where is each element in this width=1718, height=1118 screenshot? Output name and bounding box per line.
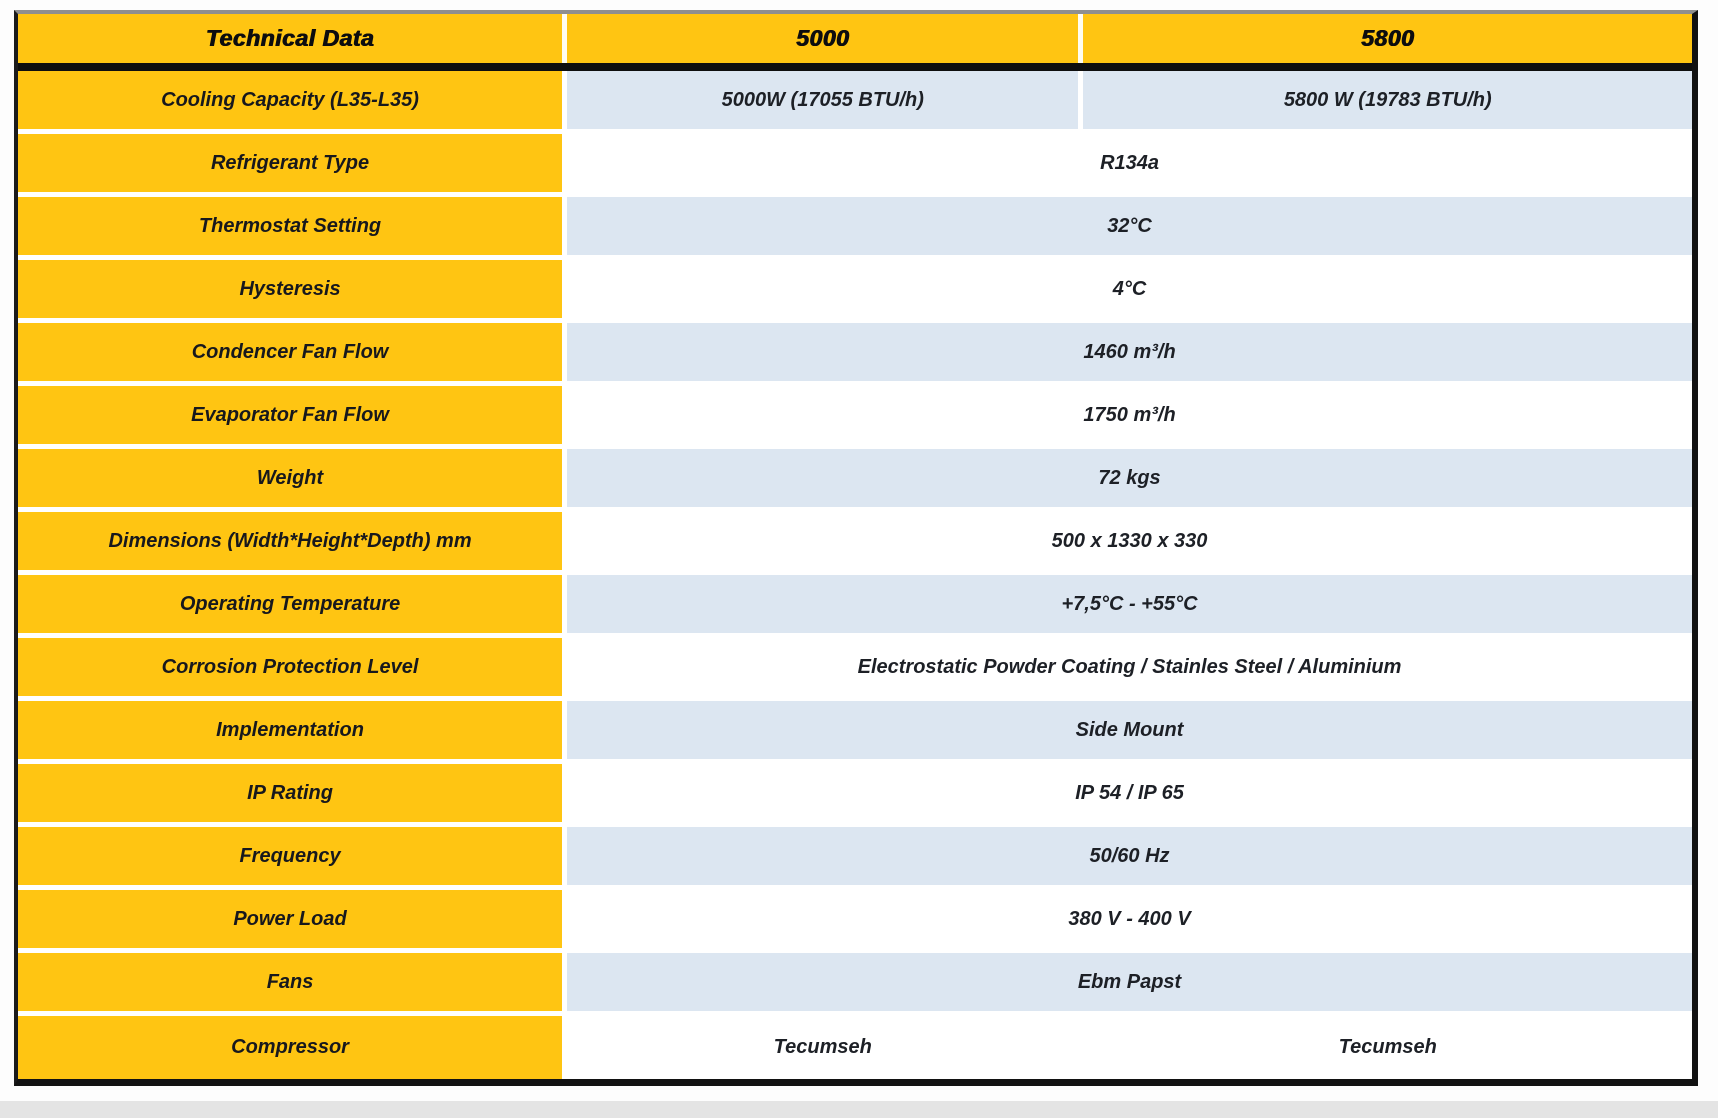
row-value: 1460 m³/h xyxy=(567,323,1692,381)
table-body: Cooling Capacity (L35-L35) 5000W (17055 B… xyxy=(18,71,1692,1079)
table-row: Fans Ebm Papst xyxy=(18,953,1692,1016)
row-label: Weight xyxy=(18,449,568,507)
row-value-5800: Tecumseh xyxy=(1083,1016,1692,1079)
table-row: Refrigerant Type R134a xyxy=(18,134,1692,197)
row-value: Ebm Papst xyxy=(567,953,1692,1011)
table-row: Condencer Fan Flow 1460 m³/h xyxy=(18,323,1692,386)
page-bottom-strip xyxy=(0,1101,1718,1118)
table-row: Evaporator Fan Flow 1750 m³/h xyxy=(18,386,1692,449)
row-label: Corrosion Protection Level xyxy=(18,638,568,696)
table-header-row: Technical Data 5000 5800 xyxy=(18,14,1692,71)
row-label: Cooling Capacity (L35-L35) xyxy=(18,71,568,129)
header-model-5800: 5800 xyxy=(1083,14,1692,63)
row-label: Condencer Fan Flow xyxy=(18,323,568,381)
row-label: Frequency xyxy=(18,827,568,885)
row-label: Operating Temperature xyxy=(18,575,568,633)
table-row: Implementation Side Mount xyxy=(18,701,1692,764)
table-row: IP Rating IP 54 / IP 65 xyxy=(18,764,1692,827)
table-row: Hysteresis 4°C xyxy=(18,260,1692,323)
row-value: Side Mount xyxy=(567,701,1692,759)
header-technical-data: Technical Data xyxy=(18,14,568,63)
row-value: 500 x 1330 x 330 xyxy=(567,512,1692,570)
table-row: Power Load 380 V - 400 V xyxy=(18,890,1692,953)
table-row: Thermostat Setting 32°C xyxy=(18,197,1692,260)
row-label: Dimensions (Width*Height*Depth) mm xyxy=(18,512,568,570)
row-value: Electrostatic Powder Coating / Stainles … xyxy=(567,638,1692,696)
table-row: Operating Temperature +7,5°C - +55°C xyxy=(18,575,1692,638)
row-value: +7,5°C - +55°C xyxy=(567,575,1692,633)
row-value: R134a xyxy=(567,134,1692,192)
row-value: IP 54 / IP 65 xyxy=(567,764,1692,822)
row-value: 50/60 Hz xyxy=(567,827,1692,885)
technical-data-table: Technical Data 5000 5800 Cooling Capacit… xyxy=(14,10,1698,1086)
row-label: Implementation xyxy=(18,701,568,759)
row-value-5800: 5800 W (19783 BTU/h) xyxy=(1083,71,1692,129)
table-row: Compressor Tecumseh Tecumseh xyxy=(18,1016,1692,1079)
row-label: IP Rating xyxy=(18,764,568,822)
row-label: Power Load xyxy=(18,890,568,948)
table-row: Weight 72 kgs xyxy=(18,449,1692,512)
table-row: Corrosion Protection Level Electrostatic … xyxy=(18,638,1692,701)
row-value: 380 V - 400 V xyxy=(567,890,1692,948)
row-label: Compressor xyxy=(18,1016,568,1079)
row-label: Hysteresis xyxy=(18,260,568,318)
table-row: Frequency 50/60 Hz xyxy=(18,827,1692,890)
row-value: 1750 m³/h xyxy=(567,386,1692,444)
row-label: Refrigerant Type xyxy=(18,134,568,192)
table-row: Cooling Capacity (L35-L35) 5000W (17055 B… xyxy=(18,71,1692,134)
row-value-5000: 5000W (17055 BTU/h) xyxy=(567,71,1084,129)
row-label: Thermostat Setting xyxy=(18,197,568,255)
header-model-5000: 5000 xyxy=(567,14,1084,63)
row-value: 4°C xyxy=(567,260,1692,318)
row-value: 72 kgs xyxy=(567,449,1692,507)
table-row: Dimensions (Width*Height*Depth) mm 500 x … xyxy=(18,512,1692,575)
row-label: Evaporator Fan Flow xyxy=(18,386,568,444)
row-value-5000: Tecumseh xyxy=(567,1016,1084,1079)
row-label: Fans xyxy=(18,953,568,1011)
row-value: 32°C xyxy=(567,197,1692,255)
